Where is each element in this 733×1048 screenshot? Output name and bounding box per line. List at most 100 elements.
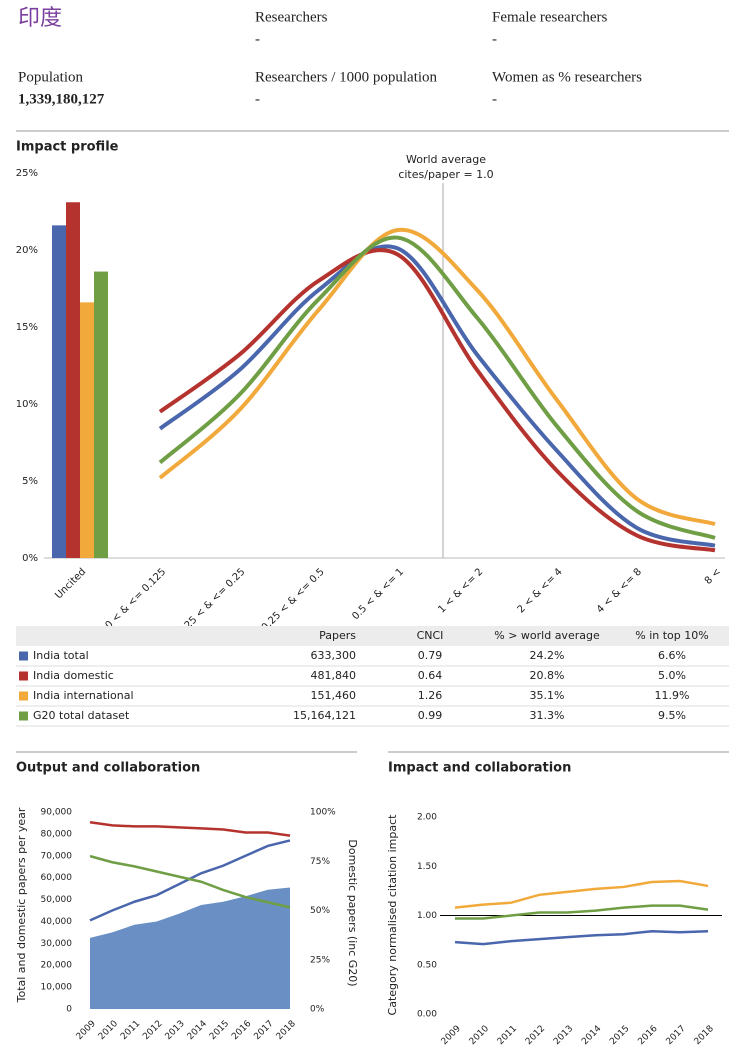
field-value: 1,339,180,127 xyxy=(18,91,105,107)
table-header: % in top 10% xyxy=(635,629,708,642)
x-tick-label: 1 < & <= 2 xyxy=(436,566,485,615)
y-tick-label: 0 xyxy=(66,1005,72,1015)
x-tick-label: 2015 xyxy=(208,1019,231,1042)
curve xyxy=(158,235,716,540)
x-tick-label: 2009 xyxy=(440,1024,463,1047)
row-label: G20 total dataset xyxy=(33,709,130,722)
table-cell: 11.9% xyxy=(655,689,690,702)
y2-tick-label: 0% xyxy=(310,1005,325,1015)
table-cell: 15,164,121 xyxy=(293,709,356,722)
swatch xyxy=(19,711,28,721)
y-tick-label: 5% xyxy=(22,476,38,487)
table-header: Papers xyxy=(319,629,356,642)
line xyxy=(454,879,709,909)
table-cell: 31.3% xyxy=(530,709,565,722)
x-tick-label: Uncited xyxy=(53,566,88,601)
y-tick-label: 10,000 xyxy=(41,983,73,993)
x-tick-label: 4 < & <= 8 xyxy=(595,566,644,615)
line xyxy=(454,930,709,946)
table-cell: 481,840 xyxy=(311,669,357,682)
y2-tick-label: 75% xyxy=(310,857,330,867)
x-tick-label: 0.5 < & <= 1 xyxy=(350,566,406,622)
x-tick-label: 0.25 < & <= 0.5 xyxy=(260,566,327,633)
x-tick-label: 2014 xyxy=(580,1024,603,1047)
row-label: India international xyxy=(33,689,134,702)
swatch xyxy=(19,671,28,681)
y-tick-label: 90,000 xyxy=(41,808,73,818)
field-label: Researchers / 1000 population xyxy=(255,69,438,85)
x-tick-label: 2017 xyxy=(252,1019,275,1042)
line xyxy=(89,821,291,837)
x-tick-label: 2018 xyxy=(693,1024,716,1047)
y-tick-label: 1.50 xyxy=(417,862,437,872)
x-tick-label: 2016 xyxy=(230,1019,253,1042)
table-cell: 0.79 xyxy=(418,649,443,662)
table-header-bg xyxy=(16,626,729,646)
field-value: - xyxy=(492,91,497,107)
x-tick-label: 0 < & <= 0.125 xyxy=(103,566,168,631)
x-tick-label: 2013 xyxy=(164,1019,187,1042)
x-tick-label: 2018 xyxy=(275,1019,298,1042)
x-tick-label: 2012 xyxy=(524,1024,547,1047)
y-tick-label: 20,000 xyxy=(41,961,73,971)
table-header: CNCI xyxy=(417,629,444,642)
x-tick-label: 2011 xyxy=(119,1019,142,1042)
field-value: - xyxy=(492,31,497,47)
y-tick-label: 30,000 xyxy=(41,939,73,949)
table-cell: 633,300 xyxy=(311,649,357,662)
table-cell: 35.1% xyxy=(530,689,565,702)
x-tick-label: 2011 xyxy=(496,1024,519,1047)
y-tick-label: 50,000 xyxy=(41,895,73,905)
y-tick-label: 2.00 xyxy=(417,813,437,823)
x-tick-label: 2017 xyxy=(665,1024,688,1047)
field-label: Population xyxy=(18,69,84,85)
x-tick-label: 2015 xyxy=(608,1024,631,1047)
y2-tick-label: 50% xyxy=(310,906,330,916)
table-header: % > world average xyxy=(494,629,600,642)
y-tick-label: 0% xyxy=(22,553,38,564)
table-cell: 9.5% xyxy=(658,709,686,722)
field-label: Female researchers xyxy=(492,9,608,25)
row-label: India total xyxy=(33,649,89,662)
table-cell: 20.8% xyxy=(530,669,565,682)
chart-title: Impact profile xyxy=(16,140,119,155)
table-cell: 6.6% xyxy=(658,649,686,662)
y-tick-label: 70,000 xyxy=(41,851,73,861)
curve xyxy=(158,248,716,553)
x-tick-label: 2010 xyxy=(97,1019,120,1042)
table-cell: 0.64 xyxy=(418,669,443,682)
y2-axis-label: Domestic papers (inc G20) xyxy=(346,839,359,986)
x-tick-label: 2 < & <= 4 xyxy=(516,566,565,615)
field-label: Women as % researchers xyxy=(492,69,642,85)
x-tick-label: 8 < xyxy=(703,566,723,586)
chart-title: Impact and collaboration xyxy=(388,761,571,776)
y-tick-label: 1.00 xyxy=(417,911,437,921)
swatch xyxy=(19,691,28,701)
x-tick-label: 2013 xyxy=(552,1024,575,1047)
bar xyxy=(66,202,80,558)
y-tick-label: 25% xyxy=(16,168,38,179)
y-tick-label: 60,000 xyxy=(41,873,73,883)
y2-tick-label: 25% xyxy=(310,955,330,965)
y2-tick-label: 100% xyxy=(310,808,336,818)
y-tick-label: 0.00 xyxy=(417,1010,437,1020)
bar xyxy=(80,302,94,558)
annotation: cites/paper = 1.0 xyxy=(398,168,493,181)
y-tick-label: 10% xyxy=(16,399,38,410)
x-tick-label: 2010 xyxy=(468,1024,491,1047)
y-tick-label: 40,000 xyxy=(41,917,73,927)
chart-title: Output and collaboration xyxy=(16,761,200,776)
y-tick-label: 20% xyxy=(16,245,38,256)
table-cell: 1.26 xyxy=(418,689,443,702)
line xyxy=(89,854,291,909)
bar xyxy=(52,225,66,559)
field-label: Researchers xyxy=(255,9,328,25)
table-cell: 5.0% xyxy=(658,669,686,682)
y-axis-label: Category normalised citation impact xyxy=(386,814,399,1016)
x-tick-label: 2009 xyxy=(75,1019,98,1042)
swatch xyxy=(19,651,28,661)
table-cell: 0.99 xyxy=(418,709,443,722)
y-axis-label: Total and domestic papers per year xyxy=(15,807,28,1003)
field-value: - xyxy=(255,31,260,47)
